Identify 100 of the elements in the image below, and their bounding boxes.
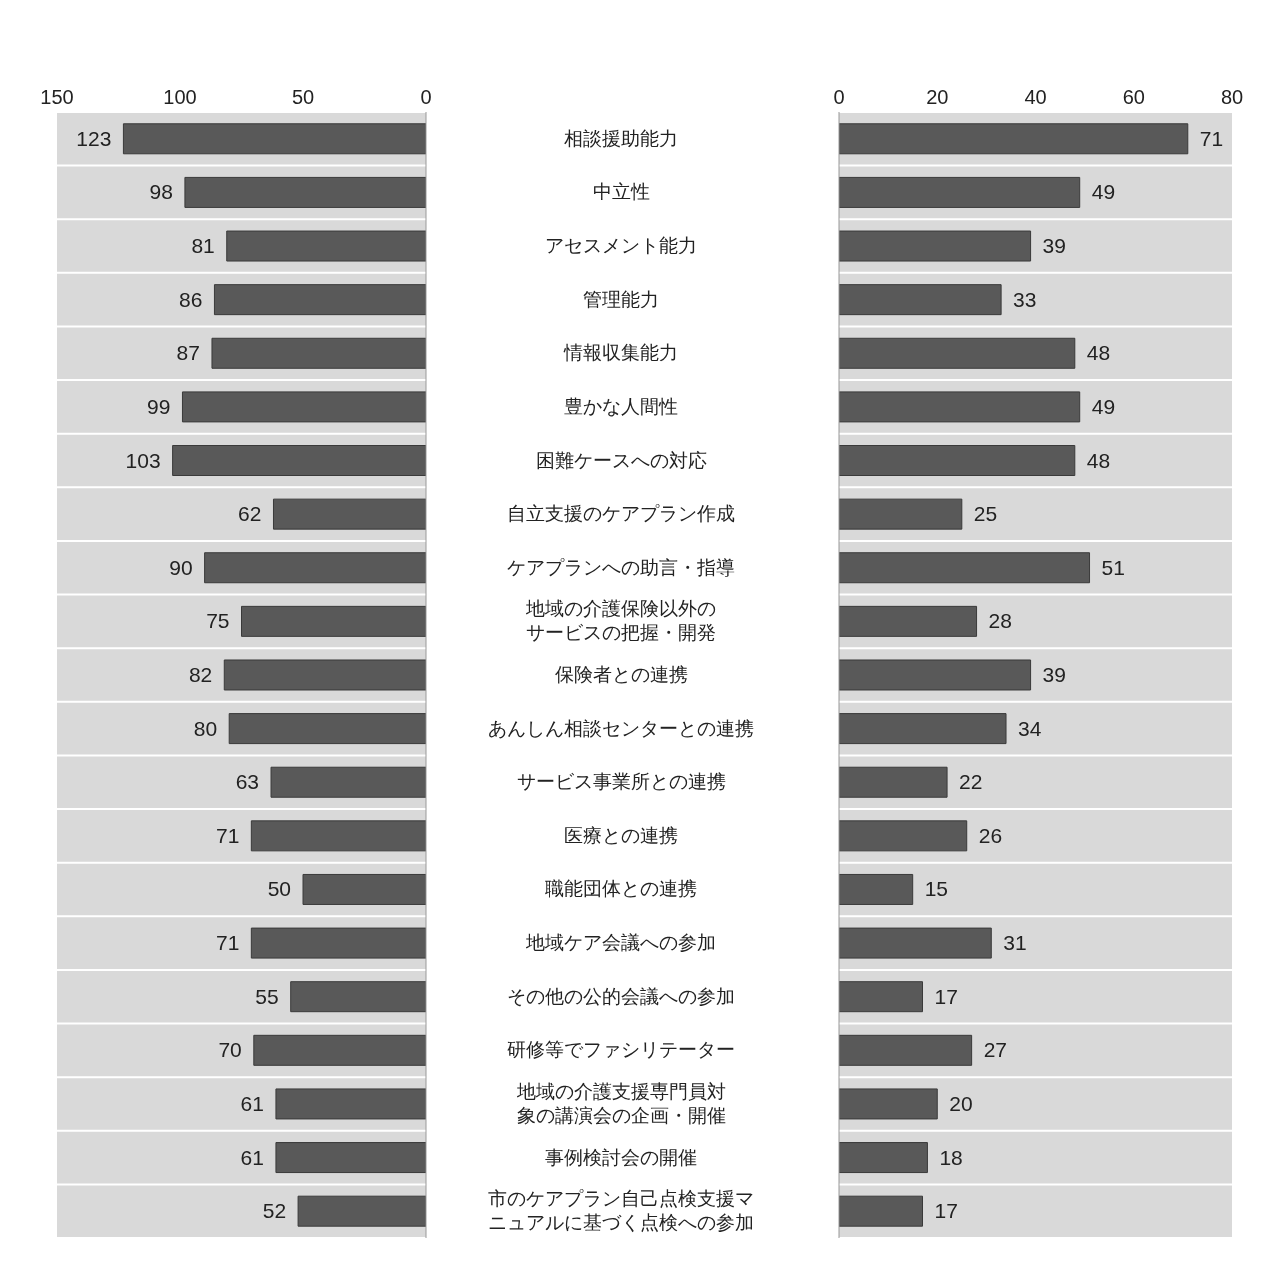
bar <box>839 230 1032 262</box>
data-label: 70 <box>218 1038 242 1062</box>
y-tick-label: アセスメント能力 <box>545 235 697 257</box>
y-tick-label: 市のケアプラン自己点検支援マニュアルに基づく点検への参加 <box>488 1188 754 1234</box>
bar <box>226 230 426 262</box>
data-label: 18 <box>939 1145 963 1169</box>
data-label: 98 <box>149 180 173 204</box>
bar <box>839 1034 973 1066</box>
bar <box>839 1142 928 1174</box>
bar <box>250 820 426 852</box>
data-label: 33 <box>1013 287 1037 311</box>
data-label: 90 <box>169 555 193 579</box>
y-tick-label: 中立性 <box>592 181 650 203</box>
bar <box>250 927 426 959</box>
data-label: 52 <box>262 1199 287 1223</box>
y-tick-label: その他の公的会議への参加 <box>507 985 735 1007</box>
data-label: 34 <box>1018 716 1042 740</box>
x-tick-label: 0 <box>833 86 845 108</box>
bar <box>297 1195 426 1227</box>
y-tick-label: 地域の介護支援専門員対象の講演会の企画・開催 <box>515 1080 726 1126</box>
bar <box>270 766 426 798</box>
bar <box>839 1195 924 1227</box>
bar <box>211 337 426 369</box>
x-tick-label: 150 <box>40 86 74 108</box>
data-label: 71 <box>215 931 240 955</box>
bar <box>253 1034 426 1066</box>
bar <box>272 498 426 530</box>
bar <box>839 659 1032 691</box>
data-label: 82 <box>188 662 213 686</box>
data-label: 103 <box>125 448 161 472</box>
x-tick-label: 50 <box>291 86 315 108</box>
data-label: 28 <box>988 609 1012 633</box>
y-tick-label: 医療との連携 <box>564 824 678 846</box>
data-label: 62 <box>238 502 262 526</box>
data-label: 50 <box>267 877 291 901</box>
y-tick-label: 研修等でファシリテーター <box>507 1039 735 1061</box>
bar <box>839 552 1091 584</box>
data-label: 71 <box>1199 126 1224 150</box>
bar <box>839 284 1002 316</box>
data-label: 63 <box>235 770 260 794</box>
data-label: 27 <box>983 1038 1007 1062</box>
data-label: 17 <box>934 1199 958 1223</box>
bar <box>839 713 1007 745</box>
data-label: 80 <box>193 716 218 740</box>
bar <box>839 766 948 798</box>
data-label: 49 <box>1091 394 1116 418</box>
bar <box>839 1088 938 1120</box>
y-tick-label: 困難ケースへの対応 <box>535 449 707 471</box>
data-label: 49 <box>1091 180 1116 204</box>
bar <box>228 713 426 745</box>
bar <box>213 284 426 316</box>
bar <box>172 445 426 477</box>
data-label: 123 <box>76 126 112 150</box>
bar <box>839 927 992 959</box>
data-label: 55 <box>255 984 279 1008</box>
bar <box>839 981 924 1013</box>
bar <box>241 605 426 637</box>
bar <box>223 659 426 691</box>
y-tick-label: 地域ケア会議への参加 <box>525 932 716 954</box>
data-label: 75 <box>206 609 230 633</box>
data-label: 26 <box>978 823 1003 847</box>
bar <box>290 981 426 1013</box>
data-label: 20 <box>949 1091 973 1115</box>
y-tick-label: 職能団体との連携 <box>545 878 697 900</box>
y-tick-label: 情報収集能力 <box>563 342 678 364</box>
y-tick-label: 自立支援のケアプラン作成 <box>507 503 735 525</box>
data-label: 22 <box>959 770 983 794</box>
y-tick-label: 事例検討会の開催 <box>545 1146 697 1168</box>
y-tick-label: 管理能力 <box>583 288 659 310</box>
x-tick-label: 100 <box>163 86 197 108</box>
y-tick-label: ケアプランへの助言・指導 <box>507 556 735 578</box>
bar <box>839 337 1076 369</box>
data-label: 15 <box>924 877 949 901</box>
data-label: 48 <box>1086 341 1111 365</box>
bar <box>204 552 426 584</box>
bar <box>839 391 1081 423</box>
data-label: 25 <box>973 502 998 526</box>
bar <box>839 820 968 852</box>
y-tick-label: 豊かな人間性 <box>564 395 678 417</box>
data-label: 99 <box>147 394 171 418</box>
bar <box>839 123 1189 155</box>
bar <box>839 873 914 905</box>
data-label: 86 <box>179 287 203 311</box>
x-tick-label: 60 <box>1122 86 1145 108</box>
x-tick-label: 20 <box>926 86 949 108</box>
y-tick-label: あんしん相談センターとの連携 <box>488 717 754 739</box>
data-label: 48 <box>1086 448 1111 472</box>
data-label: 39 <box>1042 234 1066 258</box>
x-tick-label: 40 <box>1024 86 1047 108</box>
data-label: 39 <box>1042 662 1066 686</box>
y-tick-label: 相談援助能力 <box>564 127 678 149</box>
data-label: 71 <box>215 823 240 847</box>
y-tick-label: サービス事業所との連携 <box>516 771 726 793</box>
bar <box>122 123 426 155</box>
bar <box>839 605 978 637</box>
bar <box>839 445 1076 477</box>
data-label: 17 <box>934 984 958 1008</box>
data-label: 81 <box>191 234 215 258</box>
data-label: 31 <box>1003 931 1027 955</box>
y-tick-label: 地域の介護保険以外のサービスの把握・開発 <box>525 598 716 644</box>
